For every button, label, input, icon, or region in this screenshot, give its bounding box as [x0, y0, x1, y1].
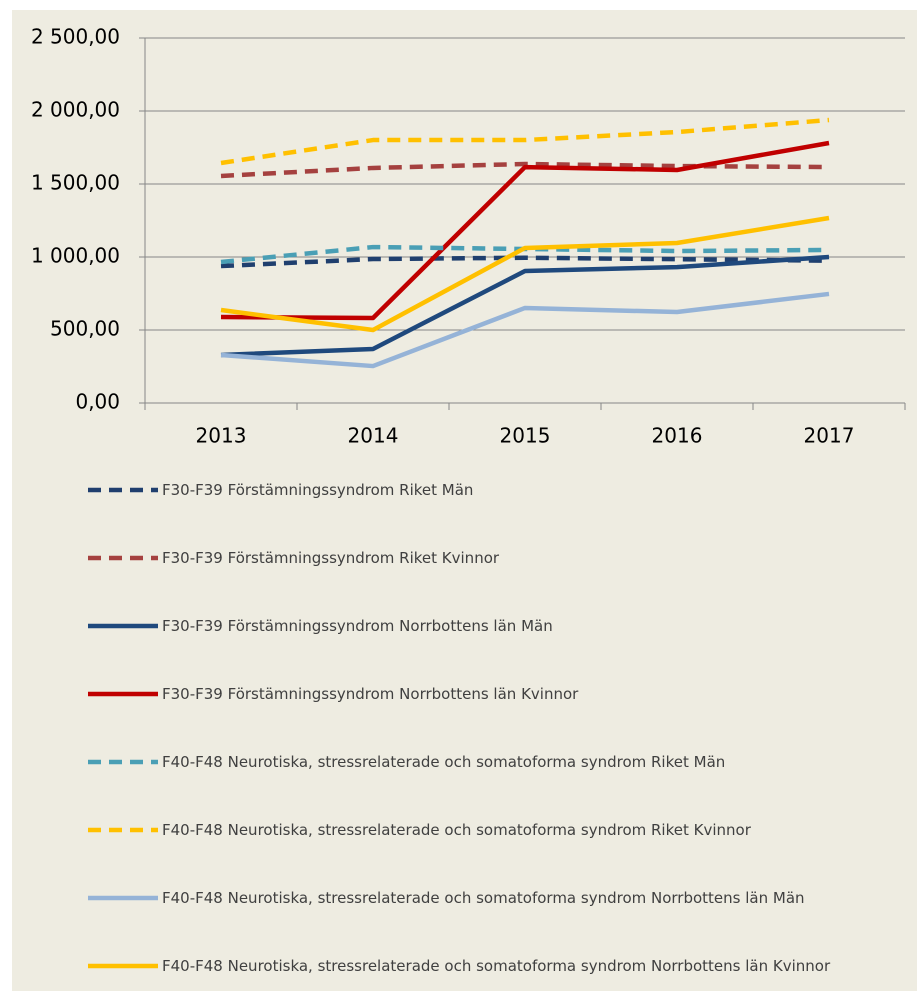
y-tick-label: 500,00: [50, 317, 120, 341]
y-tick-label: 0,00: [75, 390, 120, 414]
legend-swatch: [88, 759, 158, 765]
series-line: [220, 255, 830, 269]
legend-swatch: [88, 963, 158, 969]
legend-label: F40-F48 Neurotiska, stressrelaterade och…: [162, 957, 831, 975]
legend-swatch: [88, 691, 158, 697]
legend-item: F30-F39 Förstämningssyndrom Riket Män: [86, 478, 862, 502]
y-tick-label: 1 000,00: [31, 244, 120, 268]
legend-item: F30-F39 Förstämningssyndrom Norrbottens …: [86, 682, 862, 706]
legend-swatch: [88, 487, 158, 493]
y-tick-label: 2 500,00: [31, 25, 120, 49]
x-tick-label: 2016: [652, 424, 703, 448]
legend-item: F40-F48 Neurotiska, stressrelaterade och…: [86, 750, 862, 774]
legend-label: F40-F48 Neurotiska, stressrelaterade och…: [162, 821, 751, 839]
legend-label: F30-F39 Förstämningssyndrom Riket Kvinno…: [162, 549, 500, 567]
legend-item: F30-F39 Förstämningssyndrom Norrbottens …: [86, 614, 862, 638]
legend-swatch: [88, 827, 158, 833]
legend-label: F30-F39 Förstämningssyndrom Riket Män: [162, 481, 474, 499]
chart-background: [12, 10, 917, 991]
series-line: [220, 254, 830, 358]
legend-label: F40-F48 Neurotiska, stressrelaterade och…: [162, 889, 805, 907]
x-tick-label: 2013: [196, 424, 247, 448]
legend-item: F40-F48 Neurotiska, stressrelaterade och…: [86, 954, 862, 978]
x-tick-label: 2014: [348, 424, 399, 448]
legend-label: F30-F39 Förstämningssyndrom Norrbottens …: [162, 685, 579, 703]
chart: 0,00 500,00 1 000,00 1 500,00 2 000,00 2 500,…: [31, 25, 906, 448]
legend-item: F30-F39 Förstämningssyndrom Riket Kvinno…: [86, 546, 862, 570]
series-line: [220, 291, 830, 369]
series-line: [220, 140, 830, 321]
legend-swatch: [88, 555, 158, 561]
legend-item: F40-F48 Neurotiska, stressrelaterade och…: [86, 886, 862, 910]
legend-item: F40-F48 Neurotiska, stressrelaterade och…: [86, 818, 862, 842]
legend-label: F40-F48 Neurotiska, stressrelaterade och…: [162, 753, 726, 771]
legend-label: F30-F39 Förstämningssyndrom Norrbottens …: [162, 617, 553, 635]
legend-swatch: [88, 623, 158, 629]
x-tick-label: 2015: [500, 424, 551, 448]
y-tick-label: 1 500,00: [31, 171, 120, 195]
legend-swatch: [88, 895, 158, 901]
x-tick-label: 2017: [804, 424, 855, 448]
y-tick-label: 2 000,00: [31, 98, 120, 122]
series-line: [220, 161, 830, 179]
series-line: [220, 117, 830, 166]
series-line: [220, 215, 830, 333]
